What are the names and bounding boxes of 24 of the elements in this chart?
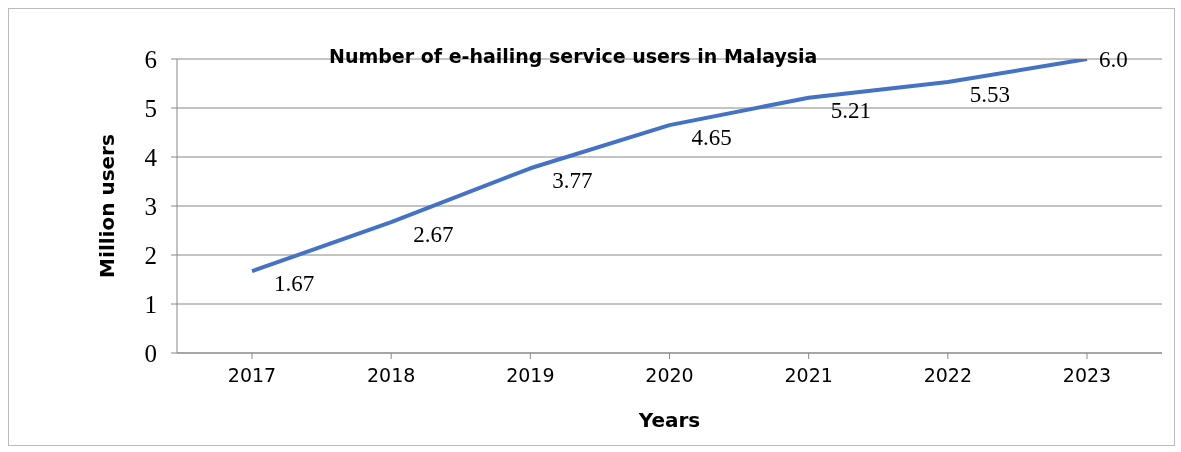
x-tick-label: 2019 <box>506 364 555 387</box>
y-tick-label: 3 <box>144 192 157 220</box>
y-tick-label: 1 <box>144 290 157 318</box>
data-label: 4.65 <box>691 125 732 151</box>
y-tick-label: 2 <box>144 241 157 269</box>
y-tick-label: 4 <box>144 143 158 171</box>
data-label: 1.67 <box>274 271 315 297</box>
data-label: 6.0 <box>1099 47 1128 72</box>
y-tick-label: 6 <box>144 45 157 73</box>
y-axis-title: Million users <box>95 134 120 278</box>
x-tick-label: 2017 <box>227 364 277 387</box>
data-label: 2.67 <box>413 222 454 248</box>
data-label: 3.77 <box>552 168 593 194</box>
x-tick-label: 2022 <box>923 364 973 387</box>
chart-title: Number of e-hailing service users in Malaysia <box>329 45 818 67</box>
x-axis-title: Years <box>637 408 701 432</box>
x-tick-label: 2020 <box>645 364 694 387</box>
x-tick-label: 2021 <box>784 364 833 387</box>
data-label: 5.53 <box>969 82 1011 108</box>
x-tick-label: 2023 <box>1062 364 1112 387</box>
y-tick-label: 0 <box>144 339 157 367</box>
x-tick-label: 2018 <box>366 364 416 387</box>
data-label: 5.21 <box>830 97 871 123</box>
y-tick-label: 5 <box>144 94 157 122</box>
